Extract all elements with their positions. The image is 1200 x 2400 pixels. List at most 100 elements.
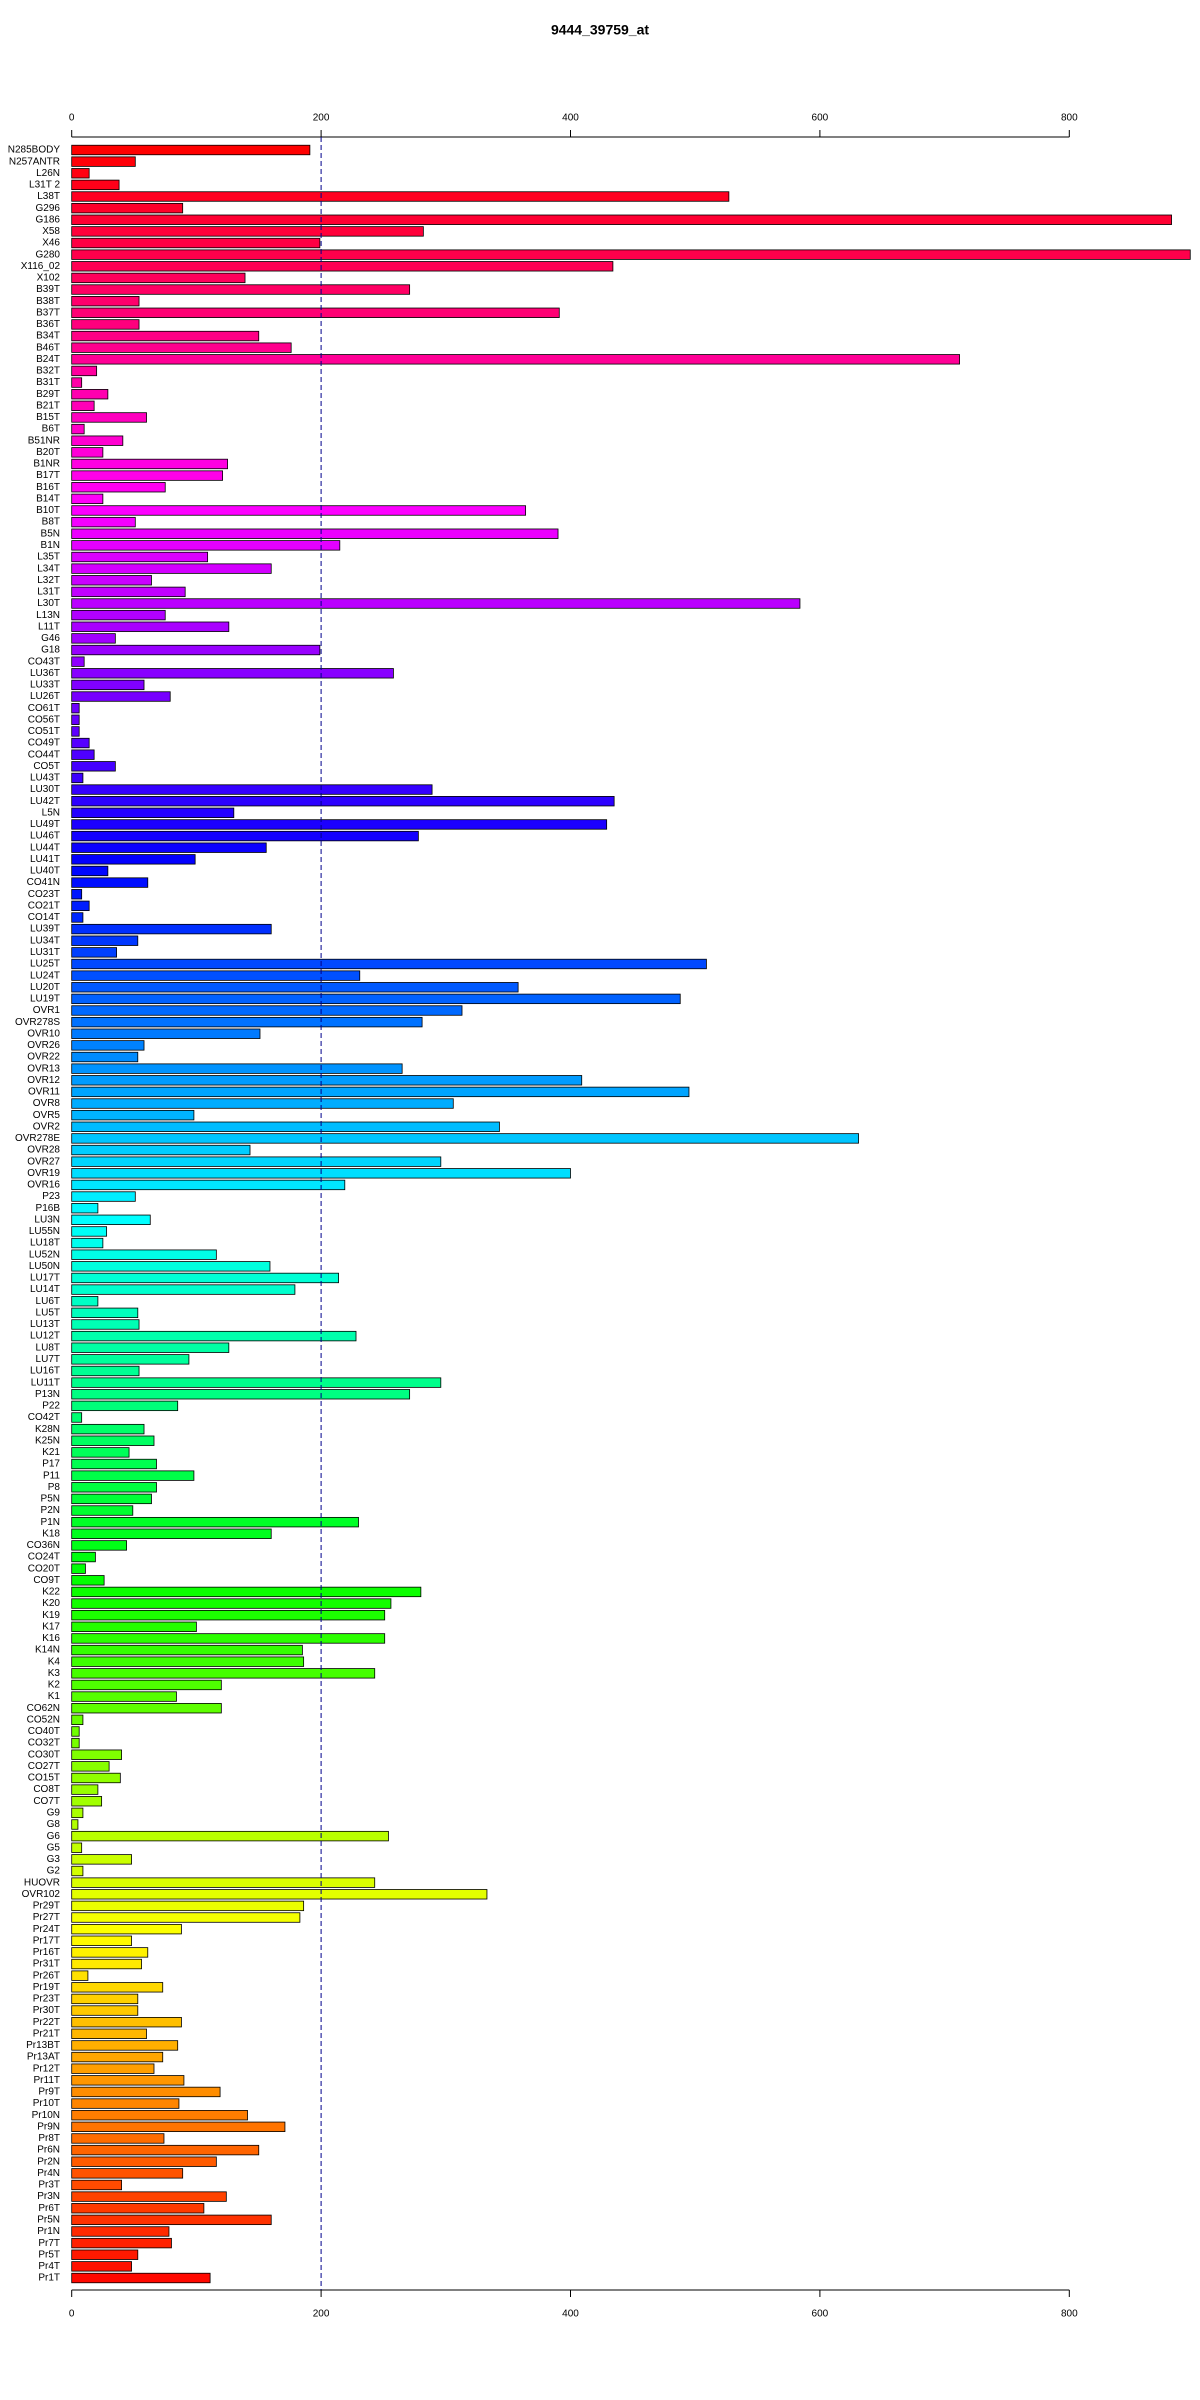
y-tick-label: Pr1T [38, 2273, 60, 2284]
bar [71, 2040, 179, 2051]
bar [71, 2086, 221, 2098]
bar [71, 854, 196, 865]
y-tick-label: CO40T [28, 1726, 60, 1737]
y-tick-label: LU6T [36, 1296, 60, 1307]
y-tick-label: G280 [36, 249, 61, 260]
y-tick-label: L31T 2 [29, 180, 60, 191]
y-tick-label: N257ANTR [9, 156, 60, 167]
y-tick-label: Pr27T [33, 1912, 60, 1923]
y-tick-label: LU52N [29, 1249, 60, 1260]
bar [71, 1400, 179, 1412]
bar [71, 761, 116, 772]
y-tick-label: LU44T [30, 842, 60, 853]
bar [71, 1516, 359, 1528]
y-tick-label: B32T [36, 366, 60, 377]
bar [71, 2214, 272, 2226]
bar [71, 2191, 227, 2202]
y-tick-label: Pr13BT [26, 2040, 60, 2051]
y-tick-label: X102 [37, 273, 61, 284]
bar [71, 1935, 132, 1946]
y-tick-label: B51NR [28, 435, 60, 446]
bar [71, 982, 519, 993]
y-tick-label: CO30T [28, 1749, 60, 1760]
y-tick-label: OVR22 [27, 1052, 60, 1063]
y-tick-label: CO61T [28, 703, 60, 714]
y-tick-label: G18 [41, 645, 60, 656]
bar [71, 1970, 89, 1981]
bar [71, 923, 272, 935]
y-tick-label: LU30T [30, 784, 60, 795]
bar [71, 1354, 190, 1365]
bar [71, 1586, 422, 1598]
y-tick-label: L26N [36, 168, 60, 179]
y-tick-label: LU40T [30, 866, 60, 877]
bar [71, 807, 235, 818]
bar [71, 1098, 454, 1109]
bar [71, 1726, 80, 1737]
bar [71, 2005, 139, 2016]
bar [71, 551, 209, 563]
bar [71, 1028, 261, 1039]
y-tick-label: G6 [47, 1831, 61, 1842]
y-tick-label: P1N [41, 1517, 60, 1528]
y-tick-label: Pr30T [33, 2005, 60, 2016]
y-tick-label: B14T [36, 493, 60, 504]
y-tick-label: B1NR [33, 459, 60, 470]
y-tick-label: B39T [36, 284, 60, 295]
y-tick-label: P5N [41, 1494, 60, 1505]
bar [71, 749, 95, 760]
y-tick-label: CO27T [28, 1761, 60, 1772]
y-tick-label: K16 [42, 1633, 60, 1644]
bar [71, 237, 321, 249]
y-tick-label: LU5T [36, 1307, 60, 1318]
bar [71, 284, 411, 295]
bar [71, 1540, 127, 1551]
y-tick-label: B36T [36, 319, 60, 330]
bar [71, 1144, 251, 1156]
y-tick-label: OVR28 [27, 1145, 60, 1156]
y-tick-label: LU55N [29, 1226, 60, 1237]
bar [71, 2261, 132, 2272]
y-tick-label: L35T [37, 552, 60, 563]
bar [71, 993, 681, 1005]
y-tick-label: Pr19T [33, 1982, 60, 1993]
bar [71, 1865, 84, 1877]
y-tick-label: Pr21T [33, 2028, 60, 2039]
bar [71, 1819, 79, 1830]
bar [71, 156, 136, 167]
bar [71, 1854, 132, 1865]
y-tick-label: CO41N [27, 877, 60, 888]
x-tick-label: 200 [313, 113, 330, 124]
y-tick-label: Pr2N [37, 2156, 60, 2167]
y-tick-label: P11 [43, 1470, 60, 1481]
bar [71, 842, 267, 853]
bar [71, 389, 109, 400]
bar [71, 1389, 411, 1400]
bar [71, 1423, 145, 1435]
y-tick-label: K17 [42, 1621, 60, 1632]
bar [71, 400, 95, 411]
y-tick-label: CO14T [28, 912, 60, 923]
bar [71, 2051, 164, 2063]
bar [71, 563, 272, 574]
bar [71, 342, 292, 353]
y-tick-label: G296 [36, 203, 61, 214]
y-tick-label: LU34T [30, 935, 60, 946]
bar [71, 644, 321, 656]
x-tick-label: 400 [562, 113, 579, 124]
bar [71, 1528, 272, 1539]
y-tick-label: CO5T [33, 761, 60, 772]
y-tick-label: Pr9N [37, 2121, 60, 2132]
y-tick-label: K25N [35, 1435, 60, 1446]
y-tick-label: L5N [42, 807, 60, 818]
bar [71, 261, 614, 272]
bar [71, 2133, 165, 2144]
bar [71, 1900, 305, 1912]
y-tick-label: LU12T [30, 1331, 60, 1342]
bar [71, 447, 104, 458]
bar [71, 2272, 211, 2284]
y-tick-label: L13N [36, 610, 60, 621]
bar [71, 1796, 103, 1807]
bar [71, 2063, 155, 2074]
y-tick-label: Pr5T [38, 2249, 60, 2260]
